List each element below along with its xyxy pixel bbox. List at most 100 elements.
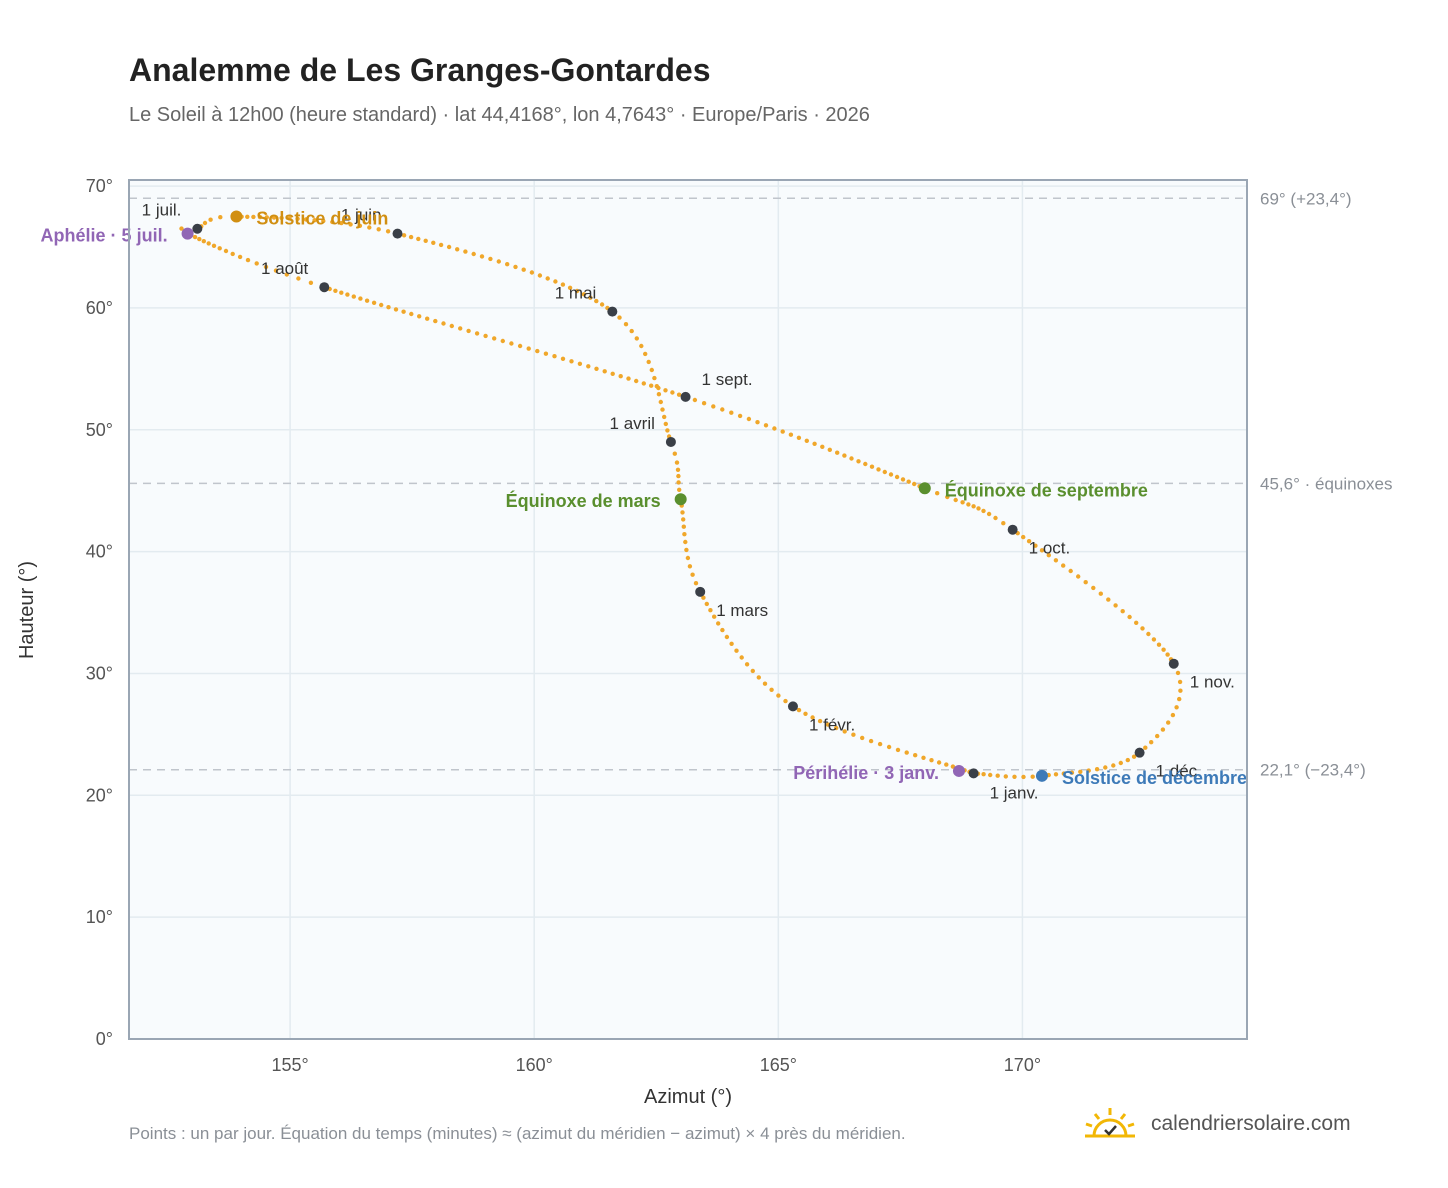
day-point [912, 481, 917, 487]
day-point [712, 614, 717, 619]
day-point [581, 292, 587, 297]
day-point [634, 336, 639, 341]
y-tick-label: 70° [86, 176, 113, 196]
day-point [652, 375, 657, 381]
day-point [602, 369, 607, 374]
day-point [827, 447, 832, 452]
day-point [681, 517, 686, 522]
day-point [505, 262, 510, 267]
event-marker-label: Solstice de décembre [1062, 768, 1247, 788]
day-point [724, 634, 730, 640]
day-point [1111, 763, 1116, 768]
day-point [676, 480, 681, 485]
y-axis-title: Hauteur (°) [16, 561, 38, 659]
day-point [701, 595, 706, 600]
day-point [308, 280, 314, 285]
reference-lines: 69° (+23,4°) 45,6° · équinoxes 22,1° (−23,… [129, 189, 1393, 780]
month-markers: 1 janv. 1 févr. 1 mars 1 avril 1 mai 1 juin 1 … [142, 201, 1235, 803]
day-point [1012, 774, 1017, 779]
day-point [1160, 727, 1166, 732]
day-point [192, 234, 198, 240]
day-point [1086, 768, 1091, 773]
day-point [345, 292, 350, 297]
x-axis-title: Azimut (°) [644, 1086, 732, 1108]
day-point [886, 744, 892, 750]
day-point [960, 500, 965, 505]
day-point [685, 555, 691, 561]
day-point [364, 298, 370, 303]
day-point [693, 581, 699, 586]
event-marker-label: Périhélie · 3 janv. [793, 763, 939, 783]
day-point [1076, 574, 1081, 579]
day-point [676, 473, 681, 479]
day-point [1165, 652, 1170, 657]
day-point [750, 668, 755, 674]
day-point [804, 438, 809, 443]
day-point [463, 249, 468, 254]
day-point [386, 305, 391, 310]
day-point [988, 772, 993, 778]
day-point [704, 601, 709, 607]
x-tick-label: 170° [1004, 1055, 1041, 1075]
day-point [438, 242, 444, 248]
day-point [944, 762, 949, 767]
day-point [716, 621, 721, 626]
day-point [1103, 765, 1108, 770]
day-point [202, 220, 208, 226]
event-marker-dot [181, 227, 194, 240]
day-point [684, 547, 689, 553]
month-marker-label: 1 mars [716, 601, 768, 620]
day-point [588, 295, 593, 300]
day-point [479, 254, 485, 259]
event-marker-dot [1035, 769, 1048, 782]
day-point [677, 487, 682, 492]
day-point [672, 451, 677, 456]
day-point [1156, 642, 1162, 647]
day-point [739, 655, 744, 660]
day-point [379, 302, 384, 308]
day-point [1033, 543, 1038, 548]
day-point [553, 279, 558, 284]
day-point [263, 264, 269, 270]
y-tick-label: 50° [86, 420, 113, 440]
day-point [663, 388, 668, 393]
day-point [701, 401, 707, 406]
event-marker-dot [952, 764, 965, 777]
month-marker-dot [192, 223, 203, 234]
day-point [810, 715, 815, 720]
day-point [869, 464, 875, 469]
day-point [734, 648, 739, 653]
day-point [321, 218, 326, 224]
day-point [1125, 757, 1131, 763]
day-point [929, 758, 934, 763]
day-point [849, 456, 854, 461]
brand[interactable]: calendriersolaire.com [1083, 1104, 1351, 1144]
sun-logo-icon [1085, 1108, 1135, 1138]
y-tick-label: 40° [86, 542, 113, 562]
event-marker-label: Équinoxe de mars [506, 490, 661, 511]
day-point [446, 244, 452, 250]
day-point [1174, 705, 1179, 710]
day-point [1134, 620, 1139, 625]
y-tick-label: 30° [86, 663, 113, 683]
day-point [762, 681, 768, 686]
month-marker-label: 1 nov. [1190, 673, 1235, 692]
month-marker-dot [665, 436, 676, 447]
day-point [860, 735, 865, 741]
day-point [339, 290, 344, 295]
day-point [594, 366, 599, 371]
day-point [623, 322, 629, 327]
day-point [474, 331, 480, 336]
day-point [586, 364, 591, 369]
reference-line-label: 69° (+23,4°) [1260, 189, 1352, 208]
day-point [358, 296, 363, 301]
day-point [682, 532, 687, 537]
day-point [339, 220, 344, 226]
day-point [599, 302, 605, 307]
day-point [517, 343, 523, 349]
day-point [1091, 585, 1096, 591]
day-point [393, 307, 399, 312]
day-point [629, 328, 634, 334]
day-point [537, 273, 543, 278]
